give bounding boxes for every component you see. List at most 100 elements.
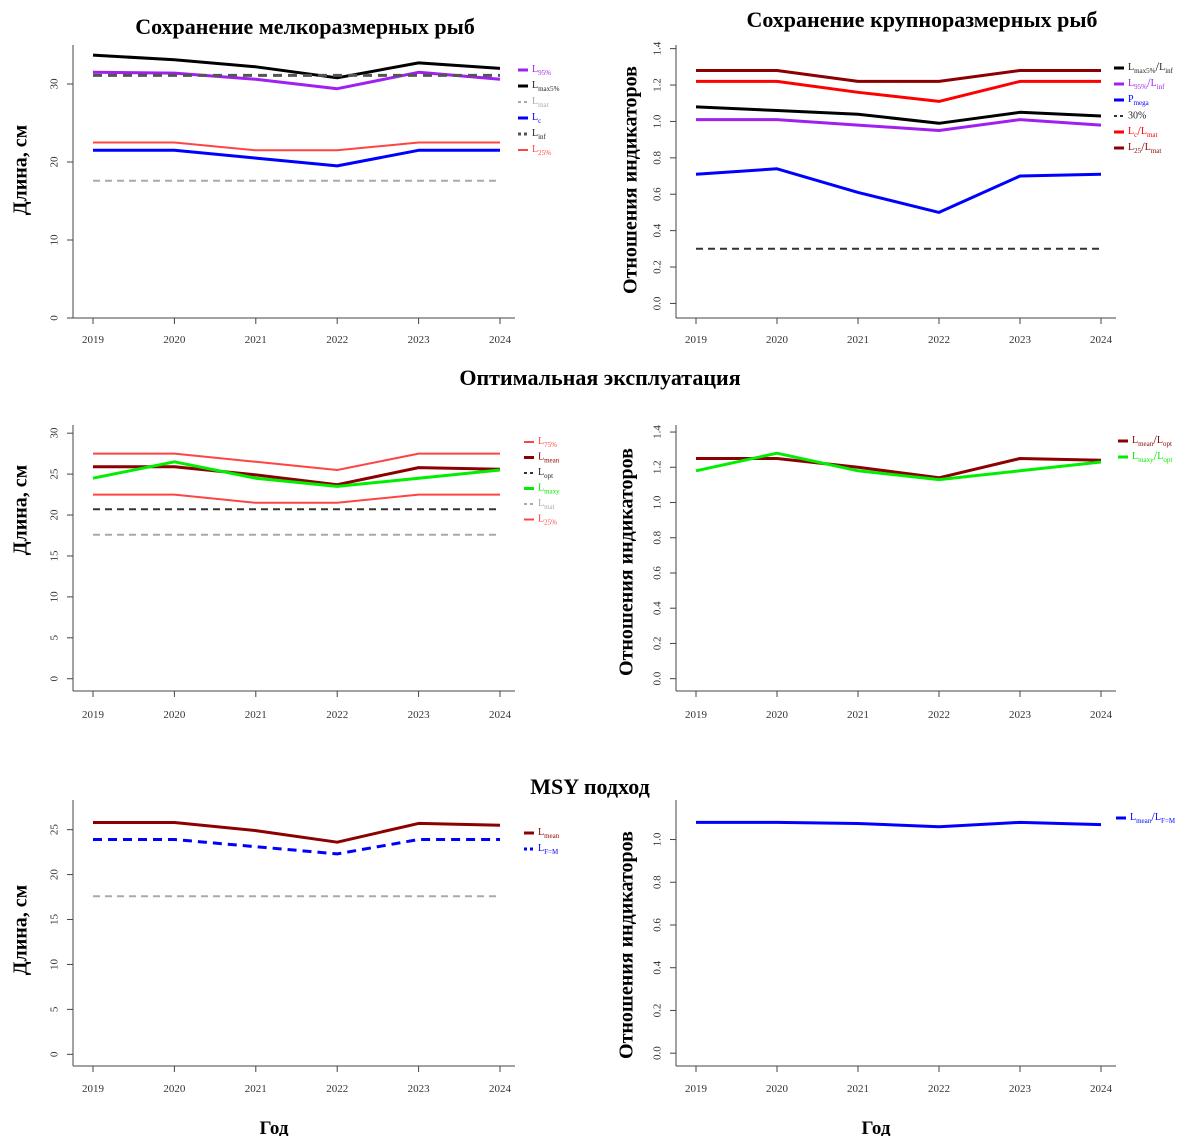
series-line	[695, 105, 1102, 125]
legend-label: Lmean​/LF=M​	[1130, 809, 1176, 825]
y-tick-label: 1.0	[652, 114, 664, 128]
series-line	[696, 820, 1102, 829]
y-tick-label: 0.4	[652, 601, 664, 615]
y-tick-label: 0.0	[652, 1046, 664, 1060]
y-tick-label: 1.0	[652, 832, 664, 846]
y-tick-label: 20	[49, 869, 61, 881]
x-tick-label: 2020	[766, 334, 789, 346]
y-tick-label: 0	[49, 1051, 61, 1057]
x-tick-label: 2019	[82, 709, 105, 721]
legend-label: L25%​	[538, 514, 557, 526]
legend-label: Linf​	[532, 128, 547, 140]
legend-label: Lc​	[532, 112, 541, 124]
y-tick-label: 30	[49, 78, 61, 90]
x-tick-label: 2023	[1009, 334, 1032, 346]
y-tick-label: 1.2	[652, 460, 664, 474]
x-tick-label: 2019	[82, 1083, 105, 1095]
y-tick-label: 0.4	[652, 223, 664, 237]
y-axis-label: Отношения индикаторов	[620, 66, 642, 294]
x-tick-label: 2020	[163, 709, 186, 721]
x-axis-label: Год	[862, 1118, 891, 1136]
x-tick-label: 2019	[685, 1083, 708, 1095]
x-tick-label: 2020	[163, 334, 186, 346]
x-tick-label: 2021	[847, 334, 869, 346]
x-tick-label: 2022	[326, 709, 348, 721]
x-tick-label: 2021	[245, 709, 267, 721]
y-tick-label: 0.8	[652, 530, 664, 544]
series-line	[93, 821, 501, 844]
x-tick-label: 2023	[1009, 1083, 1032, 1095]
legend-label: L95%​/Linf​	[1128, 75, 1165, 91]
y-tick-label: 0.0	[652, 296, 664, 310]
legend-label: Lmean​	[538, 827, 560, 839]
x-tick-label: 2024	[1090, 334, 1113, 346]
y-tick-label: 30	[49, 427, 61, 439]
y-tick-label: 0.6	[652, 566, 664, 580]
legend-label: L25%​	[532, 144, 551, 156]
y-tick-label: 0.2	[652, 637, 664, 651]
section-title-optimal: Оптимальная эксплуатация	[459, 365, 740, 390]
series-line	[93, 148, 500, 168]
x-tick-label: 2024	[1090, 709, 1113, 721]
y-tick-label: 0.2	[652, 1004, 664, 1018]
y-axis-label: Длина, см	[10, 125, 32, 216]
legend-label: LF=M​	[538, 843, 559, 855]
legend-label: Lmat​	[538, 498, 555, 510]
series-line	[695, 451, 1102, 482]
legend-label: Lmean​	[538, 452, 560, 464]
x-tick-label: 2021	[847, 709, 869, 721]
x-tick-label: 2024	[1090, 1083, 1113, 1095]
series-line	[92, 53, 501, 80]
chart-title: Сохранение мелкоразмерных рыб	[135, 14, 475, 39]
x-tick-label: 2019	[685, 334, 708, 346]
y-tick-label: 10	[49, 958, 61, 970]
series-line	[93, 465, 501, 487]
x-tick-label: 2023	[408, 334, 431, 346]
y-tick-label: 0.6	[652, 918, 664, 932]
y-tick-label: 0.2	[652, 260, 664, 274]
y-tick-label: 1.4	[652, 425, 664, 439]
x-tick-label: 2019	[685, 709, 708, 721]
x-tick-label: 2022	[326, 334, 348, 346]
legend-label: Lopt​	[538, 467, 553, 479]
series-line	[93, 493, 500, 504]
legend-label: 30%	[1128, 110, 1146, 121]
y-tick-label: 0.8	[652, 875, 664, 889]
legend-label: Lc​/Lmat​	[1128, 123, 1158, 139]
y-tick-label: 0.0	[652, 671, 664, 685]
y-tick-label: 0	[49, 315, 61, 321]
x-tick-label: 2021	[245, 1083, 267, 1095]
series-line	[696, 79, 1101, 103]
legend-label: L25​/Lmat​	[1128, 139, 1161, 155]
y-tick-label: 0.4	[652, 960, 664, 974]
x-tick-label: 2022	[928, 334, 950, 346]
series-line	[696, 457, 1102, 480]
legend-label: Lmaxy​	[538, 483, 560, 495]
section-title-msy: MSY подход	[530, 774, 649, 799]
x-tick-label: 2023	[408, 1083, 431, 1095]
y-tick-label: 0.8	[652, 150, 664, 164]
y-tick-label: 0.6	[652, 187, 664, 201]
x-tick-label: 2022	[326, 1083, 348, 1095]
x-tick-label: 2022	[928, 1083, 950, 1095]
legend-label: Lmax5%​	[532, 80, 560, 92]
y-tick-label: 20	[49, 509, 61, 521]
x-tick-label: 2023	[1009, 709, 1032, 721]
series-line	[92, 70, 501, 91]
series-line	[696, 69, 1101, 83]
x-tick-label: 2021	[847, 1083, 869, 1095]
x-tick-label: 2023	[408, 709, 431, 721]
series-line	[93, 838, 500, 856]
x-tick-label: 2024	[489, 709, 512, 721]
y-tick-label: 20	[49, 156, 61, 168]
y-tick-label: 15	[49, 914, 61, 926]
legend-label: Pmega	[1128, 94, 1150, 106]
series-line	[695, 167, 1102, 214]
y-tick-label: 1.2	[652, 78, 664, 92]
x-tick-label: 2022	[928, 709, 950, 721]
legend-label: L75%​	[538, 436, 557, 448]
y-tick-label: 1.0	[652, 495, 664, 509]
y-tick-label: 25	[49, 468, 61, 480]
x-axis-label: Год	[260, 1118, 289, 1136]
